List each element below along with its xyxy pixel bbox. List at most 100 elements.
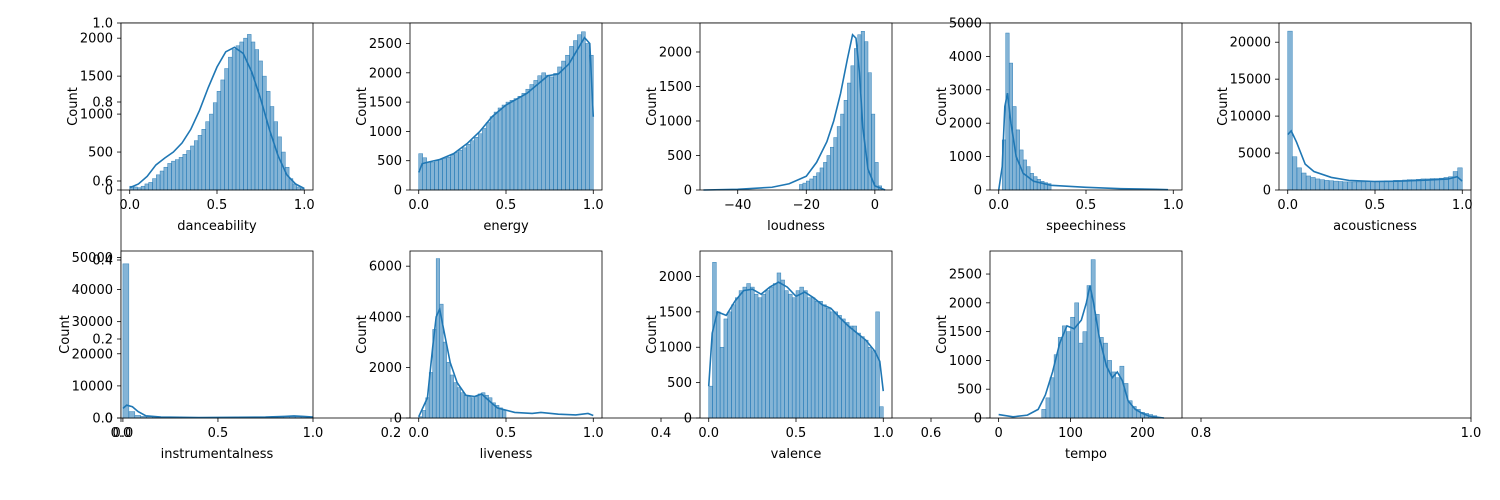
histogram-bar: [493, 111, 499, 191]
histogram-bar: [224, 68, 229, 191]
histogram-bar: [840, 113, 845, 191]
axes-background: [121, 251, 313, 418]
x-tick-label: 1.0: [583, 198, 604, 213]
histogram-bar: [826, 308, 831, 419]
histogram-bar: [1338, 181, 1344, 191]
x-tick-label: 0.0: [698, 426, 719, 441]
axes-frame: [120, 250, 314, 419]
y-tick-label: 5000: [1238, 147, 1271, 162]
histogram-bar: [1356, 181, 1362, 191]
histogram-bar: [171, 160, 176, 191]
kde-curve: [997, 92, 1169, 191]
histogram-bar: [549, 76, 554, 191]
histogram-bar: [144, 183, 149, 191]
histogram-bar: [430, 162, 435, 191]
histogram-bar: [585, 43, 590, 191]
subplot-danceability: 0.0 0.5 1.0 0 500 1000 1500 2000 danceability Cou…: [66, 22, 315, 234]
histogram-bar: [450, 154, 455, 191]
histogram-bar: [822, 304, 827, 419]
y-tick-label: 4000: [949, 50, 982, 65]
histogram-bar: [818, 300, 823, 419]
histogram-bar: [1370, 181, 1376, 191]
histogram-bar: [421, 410, 426, 419]
histogram-bar: [197, 135, 203, 191]
histogram-bar: [569, 46, 574, 191]
histogram-bar: [537, 75, 542, 191]
subplot-valence: 0.0 0.5 1.0 0 500 1000 1500 2000 valence Count: [645, 250, 894, 462]
background-axis: 0.0 0.2 0.4 0.6 0.8 1.0 0.0 0.2 0.4 0.6 0.8 1.0: [92, 17, 1481, 442]
histogram-bar: [529, 84, 535, 191]
y-tick-label: 3000: [949, 83, 982, 98]
histogram-bar: [178, 157, 184, 191]
background-x-tick-label: 0.0: [111, 426, 132, 441]
background-y-tick-label: 0.6: [92, 175, 113, 190]
histogram-bar: [833, 311, 838, 419]
x-tick-label: 0.0: [119, 198, 140, 213]
background-y-tick-label: 0.4: [92, 254, 113, 269]
histogram-bar: [806, 180, 810, 191]
y-axis-label: Count: [1216, 87, 1231, 126]
histogram-bar: [175, 159, 180, 191]
background-x-tick-label: 0.2: [381, 426, 402, 441]
histogram-bar: [1041, 409, 1047, 419]
y-axis-label: Count: [355, 87, 370, 126]
histogram-bar: [784, 290, 789, 419]
y-tick-label: 1500: [369, 96, 402, 111]
y-tick-label: 2000: [80, 32, 113, 47]
histogram-bar: [1086, 285, 1092, 419]
y-tick-label: 30000: [72, 315, 113, 330]
histogram-bar: [152, 178, 157, 191]
histogram-bar: [167, 163, 172, 191]
x-axis-label: acousticness: [1333, 219, 1417, 234]
y-tick-label: 500: [667, 376, 692, 391]
y-axis-label: Count: [645, 315, 660, 354]
y-tick-label: 10000: [72, 379, 113, 394]
histogram-bar: [269, 106, 275, 191]
x-tick-label: −20: [793, 198, 820, 213]
y-tick-label: 1000: [949, 354, 982, 369]
histogram-bar: [1388, 180, 1394, 191]
histogram-bar: [557, 66, 562, 191]
histogram-bar: [426, 161, 431, 191]
histogram-bar: [438, 159, 443, 191]
y-tick-label: 1000: [949, 150, 982, 165]
x-tick-label: 0.5: [207, 198, 228, 213]
x-tick-label: 0.0: [988, 198, 1009, 213]
histogram-bar: [541, 72, 546, 191]
histogram-bar: [1360, 181, 1367, 191]
histogram-bar: [474, 137, 479, 191]
y-axis-label: Count: [645, 87, 660, 126]
histogram-bar: [193, 140, 199, 191]
histogram-bar: [754, 293, 759, 419]
histogram-bar: [742, 286, 747, 419]
background-x-tick-label: 0.4: [651, 426, 672, 441]
histogram-bar: [442, 341, 447, 419]
y-tick-label: 0: [974, 184, 982, 199]
histogram-bar: [446, 156, 451, 191]
histogram-bar: [481, 128, 487, 191]
y-tick-label: 0: [684, 412, 692, 427]
histogram-bar: [502, 410, 507, 419]
histogram-bar: [273, 121, 278, 191]
histogram-bar: [220, 79, 225, 191]
histogram-bar: [553, 73, 558, 191]
kde-curve: [998, 285, 1165, 419]
histogram-bar: [1062, 325, 1067, 419]
histogram-bar: [879, 406, 884, 419]
y-tick-label: 1000: [80, 108, 113, 123]
y-tick-label: 500: [667, 149, 692, 164]
histogram-bar: [860, 336, 865, 419]
histogram-bar: [262, 75, 267, 191]
histogram-bar: [761, 293, 766, 419]
y-tick-label: 2000: [949, 296, 982, 311]
histogram-bar: [845, 322, 850, 419]
histogram-bar: [843, 100, 848, 191]
histogram-bar: [765, 290, 770, 419]
y-tick-label: 2000: [369, 66, 402, 81]
histogram-bar: [565, 54, 570, 191]
histogram-bar: [148, 182, 153, 191]
y-tick-label: 2000: [369, 361, 402, 376]
histogram-bar: [446, 362, 451, 419]
histogram-bar: [485, 122, 491, 191]
